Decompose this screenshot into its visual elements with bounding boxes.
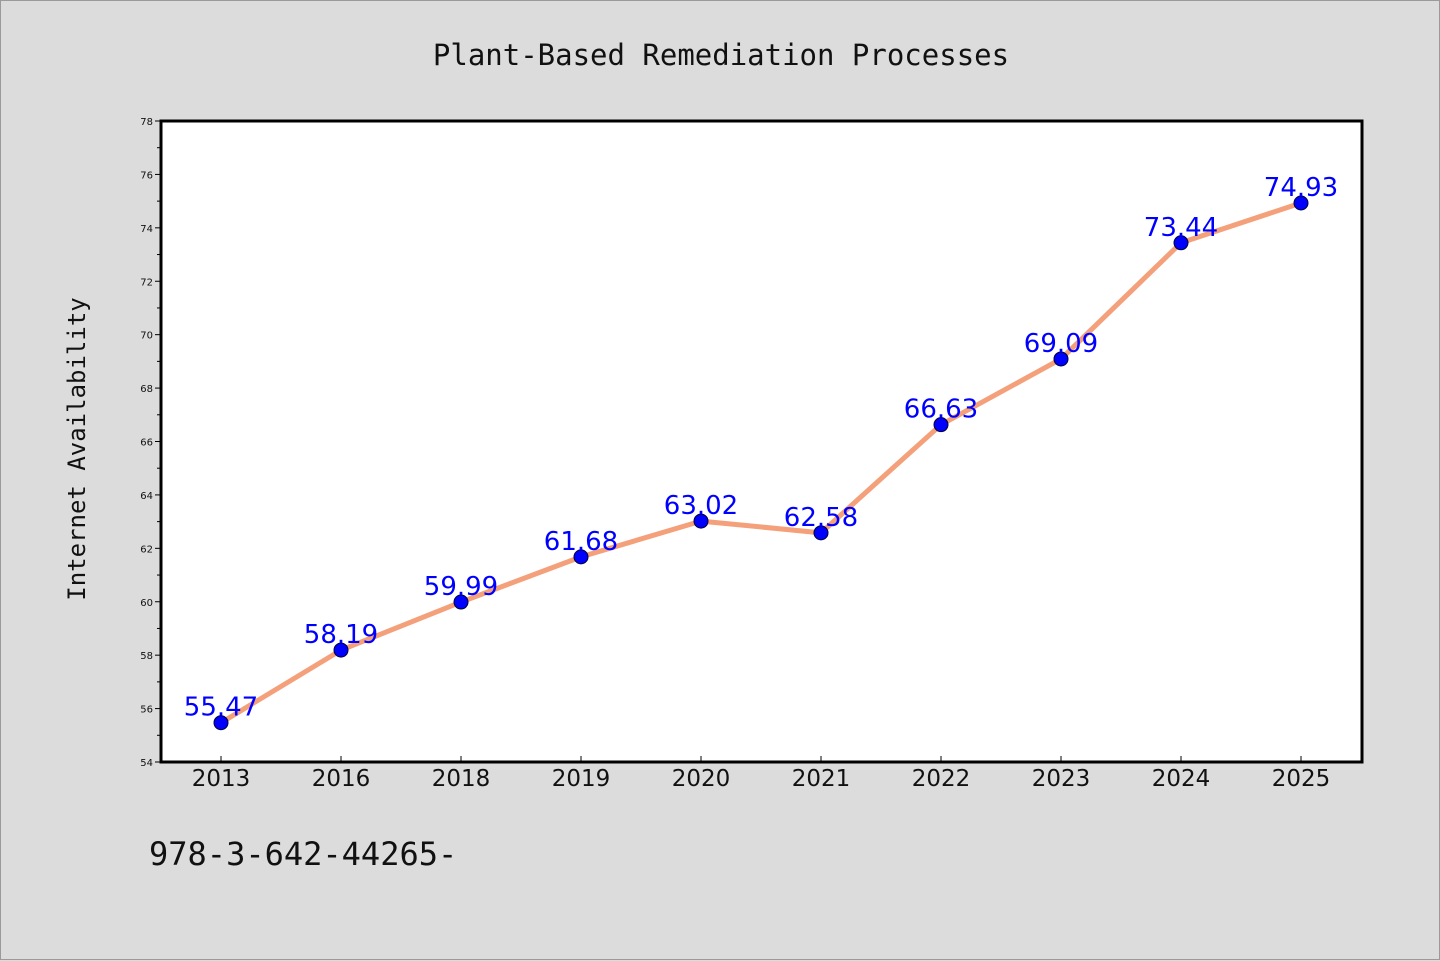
y-axis-label: Internet Availability <box>63 297 91 600</box>
x-tick-label: 2024 <box>1152 766 1211 792</box>
data-points <box>213 195 1309 731</box>
x-tick-label: 2021 <box>792 766 851 792</box>
x-tick-label: 2023 <box>1032 766 1091 792</box>
data-point <box>693 513 709 529</box>
y-tick-label: 60 <box>140 598 153 609</box>
data-point <box>453 594 469 610</box>
data-label: 63.02 <box>664 491 738 521</box>
data-point <box>813 525 829 541</box>
y-axis: 54 56 58 60 62 64 66 68 70 72 74 76 78 <box>140 117 161 769</box>
y-tick-label: 78 <box>140 117 153 128</box>
x-tick-label: 2022 <box>912 766 971 792</box>
series-line <box>218 200 1304 726</box>
data-point <box>1053 351 1069 367</box>
data-point <box>333 642 349 658</box>
series-line-group <box>218 200 1304 726</box>
data-label: 74.93 <box>1264 173 1338 203</box>
x-tick-label: 2018 <box>432 766 491 792</box>
y-tick-label: 72 <box>140 277 153 288</box>
y-tick-label: 62 <box>140 544 153 555</box>
data-point <box>1293 195 1309 211</box>
y-tick-label: 76 <box>140 170 153 181</box>
data-label: 66.63 <box>904 395 978 425</box>
y-tick-label: 74 <box>140 224 153 235</box>
x-tick-label: 2019 <box>552 766 611 792</box>
chart-title: Plant-Based Remediation Processes <box>433 38 1009 72</box>
x-axis: 2013 2016 2018 2019 2020 2021 2022 2023 2024 2025 <box>192 756 1331 792</box>
data-label: 55.47 <box>184 693 258 723</box>
y-tick-label: 66 <box>140 438 153 449</box>
x-tick-label: 2013 <box>192 766 251 792</box>
y-tick-label: 68 <box>140 384 153 395</box>
y-tick-label: 56 <box>140 705 153 716</box>
data-label: 61.68 <box>544 527 618 557</box>
data-point <box>1173 235 1189 251</box>
y-tick-label: 54 <box>140 758 153 769</box>
x-tick-label: 2016 <box>312 766 371 792</box>
data-label: 58.19 <box>304 620 378 650</box>
x-tick-label: 2020 <box>672 766 731 792</box>
data-point <box>933 417 949 433</box>
x-tick-label: 2025 <box>1272 766 1331 792</box>
data-labels: 55.47 58.19 59.99 61.68 63.02 62.58 66.63 69.09… <box>184 173 1338 723</box>
plot-area <box>159 119 1364 764</box>
data-label: 59.99 <box>424 572 498 602</box>
data-label: 69.09 <box>1024 329 1098 359</box>
data-point <box>213 715 229 731</box>
y-tick-label: 58 <box>140 651 153 662</box>
data-point <box>573 549 589 565</box>
y-tick-label: 70 <box>140 331 153 342</box>
y-tick-label: 64 <box>140 491 153 502</box>
data-label: 62.58 <box>784 503 858 533</box>
data-label: 73.44 <box>1144 213 1218 243</box>
footer-identifier: 978-3-642-44265- <box>149 835 457 873</box>
